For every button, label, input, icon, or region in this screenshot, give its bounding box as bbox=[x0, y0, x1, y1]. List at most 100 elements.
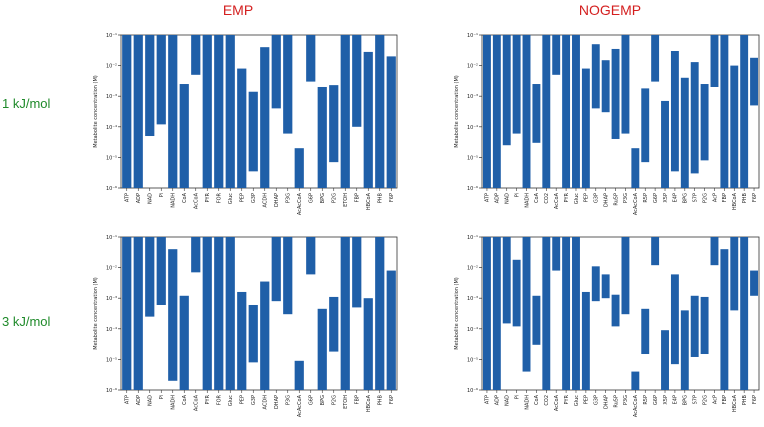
x-tick-label: P3G bbox=[623, 193, 629, 203]
bar-atp bbox=[482, 35, 491, 188]
bar-adp bbox=[492, 35, 501, 188]
x-tick-label: PYR bbox=[205, 192, 211, 202]
bar-acaccoa bbox=[631, 371, 640, 390]
x-tick-label: PEP bbox=[240, 193, 246, 202]
x-tick-label: PEP bbox=[584, 193, 590, 202]
bar-bpg bbox=[317, 86, 327, 188]
x-tick-label: PHB bbox=[378, 394, 384, 405]
row-label-1kj: 1 kJ/mol bbox=[2, 96, 51, 111]
x-tick-label: G3P bbox=[594, 193, 600, 203]
x-tick-label: CoA bbox=[182, 192, 188, 203]
bar-ru5p bbox=[611, 48, 620, 139]
bar-gluc bbox=[572, 35, 580, 188]
x-tick-label: CoA bbox=[534, 394, 540, 405]
plot-frame bbox=[120, 34, 398, 189]
x-tick-label: NADH bbox=[524, 395, 530, 410]
x-tick-label: ATP bbox=[485, 193, 491, 202]
bar-nad bbox=[145, 35, 155, 137]
plot-frame bbox=[481, 34, 760, 189]
x-tick-label: P3G bbox=[623, 395, 629, 405]
y-tick-label: 10⁻⁶ bbox=[106, 186, 117, 192]
bar-fbp bbox=[720, 35, 729, 188]
x-tick-label: HBCoA bbox=[366, 192, 372, 210]
x-tick-label: NAD bbox=[148, 193, 154, 204]
x-tick-label: PEP bbox=[240, 395, 246, 404]
y-tick-label: 10⁻⁶ bbox=[467, 388, 478, 394]
bar-fbp bbox=[720, 249, 729, 390]
x-tick-label: ETOH bbox=[343, 193, 349, 207]
bar-coa bbox=[179, 295, 189, 390]
bar-p2g bbox=[700, 296, 709, 355]
x-tick-label: AcP bbox=[712, 193, 718, 202]
y-axis-label: Metabolite concentration (M) bbox=[454, 277, 460, 350]
x-tick-label: F6P bbox=[752, 193, 758, 202]
x-tick-label: ETOH bbox=[343, 395, 349, 409]
x-tick-label: Gluc bbox=[228, 193, 234, 204]
bar-fbp bbox=[352, 35, 362, 127]
x-tick-label: BPG bbox=[683, 193, 689, 203]
y-tick-label: 10⁻⁴ bbox=[467, 125, 478, 131]
x-tick-label: BPG bbox=[320, 193, 326, 203]
bar-bpg bbox=[680, 310, 689, 390]
bar-x5p bbox=[661, 100, 669, 188]
bar-pi bbox=[512, 35, 521, 134]
bar-co2 bbox=[542, 237, 551, 390]
x-tick-label: FBP bbox=[722, 395, 728, 404]
x-tick-label: Gluc bbox=[228, 395, 234, 406]
bar-acdh bbox=[260, 47, 270, 188]
bar-for bbox=[214, 237, 224, 390]
bar-accoa bbox=[191, 237, 201, 273]
bar-pi bbox=[512, 259, 521, 327]
x-tick-label: E4P bbox=[673, 395, 679, 404]
y-tick-label: 10⁻² bbox=[467, 266, 478, 272]
bar-e4p bbox=[670, 274, 679, 365]
x-tick-label: ATP bbox=[125, 193, 131, 202]
x-tick-label: FOR bbox=[217, 394, 223, 405]
x-tick-label: P2G bbox=[332, 395, 338, 405]
y-tick-label: 10⁻³ bbox=[467, 94, 478, 100]
bar-coa bbox=[532, 295, 541, 345]
bar-gluc bbox=[225, 237, 235, 390]
bar-phb bbox=[375, 237, 385, 390]
bar-pep bbox=[237, 291, 247, 390]
y-tick-label: 10⁻⁶ bbox=[467, 186, 478, 192]
x-tick-label: CoA bbox=[182, 394, 188, 405]
bar-g6p bbox=[306, 35, 316, 82]
y-tick-label: 10⁻⁵ bbox=[106, 357, 117, 363]
x-tick-label: AcCoA bbox=[554, 394, 560, 411]
x-tick-label: ACDH bbox=[263, 193, 269, 208]
x-tick-label: ADP bbox=[495, 395, 501, 405]
x-tick-label: FOR bbox=[217, 192, 223, 203]
panel-nogemp-1kj: 10⁻⁶ 10⁻⁵ 10⁻⁴ 10⁻³ 10⁻² 10⁻¹ Metabolite conce… bbox=[454, 33, 760, 215]
bar-p3g bbox=[621, 237, 630, 315]
panel-emp-1kj: 10⁻⁶ 10⁻⁵ 10⁻⁴ 10⁻³ 10⁻² 10⁻¹ Metabolite conce… bbox=[93, 33, 398, 215]
bar-x5p bbox=[661, 330, 669, 390]
bar-p3g bbox=[621, 35, 630, 134]
x-tick-label: AcAcCoA bbox=[633, 192, 639, 215]
y-tick-label: 10⁻⁴ bbox=[106, 327, 117, 333]
bar-nad bbox=[145, 237, 155, 317]
x-tick-label: G3P bbox=[251, 395, 257, 405]
bar-g3p bbox=[248, 304, 258, 363]
x-tick-label: DHAP bbox=[603, 395, 609, 409]
y-tick-label: 10⁻² bbox=[467, 64, 478, 70]
x-tick-label: X5P bbox=[663, 395, 669, 405]
bar-nad bbox=[502, 35, 511, 146]
x-tick-label: ADP bbox=[495, 193, 501, 203]
bar-g3p bbox=[591, 266, 600, 302]
x-tick-label: G6P bbox=[309, 193, 315, 203]
x-tick-label: PHB bbox=[742, 394, 748, 405]
col-title-nogemp: NOGEMP bbox=[578, 2, 642, 18]
x-tick-label: PYR bbox=[205, 394, 211, 404]
bar-gluc bbox=[572, 237, 580, 390]
bar-f6p bbox=[386, 56, 396, 188]
bar-nadh bbox=[522, 35, 531, 188]
bar-pyr bbox=[562, 237, 571, 390]
bar-g3p bbox=[248, 91, 258, 172]
row-label-3kj: 3 kJ/mol bbox=[2, 314, 51, 329]
x-tick-label: Pi bbox=[514, 193, 520, 197]
bar-r5p bbox=[641, 308, 650, 355]
bar-f6p bbox=[386, 270, 396, 390]
y-axis-label: Metabolite concentration (M) bbox=[93, 75, 99, 148]
